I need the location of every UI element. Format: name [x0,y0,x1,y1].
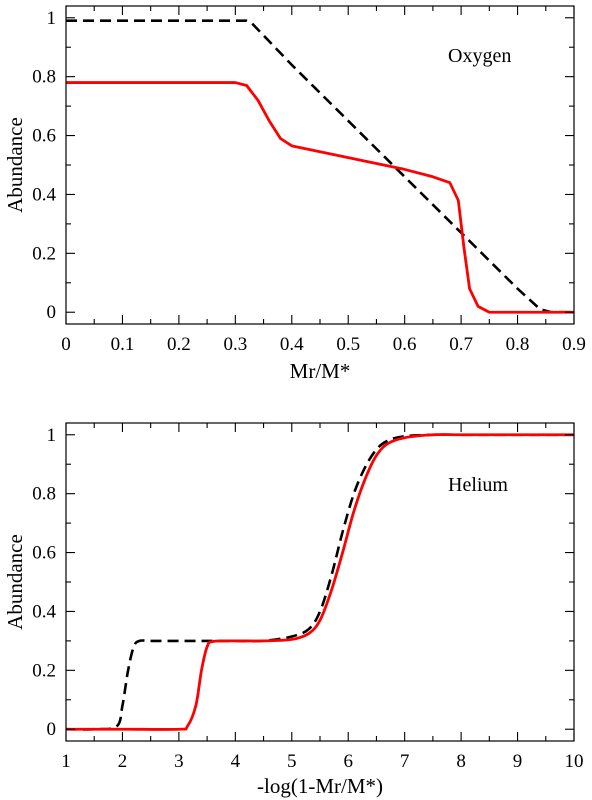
oxygen-y-tick-label: 0 [47,302,57,323]
oxygen-y-tick-label: 1 [47,8,57,29]
helium-y-axis-label: Abundance [3,534,27,630]
oxygen-ticks: 0 0.1 0.2 0.3 0.4 0.5 0.6 0.7 0.8 0.9 0 0.2 0.4 0.6 0.… [32,6,586,355]
oxygen-series-dashed-line [66,19,574,314]
oxygen-annotation: Oxygen [448,45,511,67]
oxygen-y-tick-label: 0.2 [32,243,56,264]
helium-x-tick-label: 5 [287,751,297,772]
helium-x-tick-label: 1 [61,751,71,772]
oxygen-y-axis-label: Abundance [3,117,27,213]
oxygen-x-tick-label: 0.4 [280,334,304,355]
helium-plot-frame [65,422,575,742]
helium-x-tick-label: 6 [343,751,353,772]
helium-y-tick-label: 0.8 [32,484,56,505]
oxygen-plot-area [66,19,574,314]
oxygen-x-tick-label: 0.1 [111,334,135,355]
oxygen-x-tick-label: 0.2 [167,334,191,355]
oxygen-x-tick-label: 0.5 [336,334,360,355]
helium-x-tick-label: 4 [231,751,241,772]
oxygen-y-tick-label: 0.8 [32,67,56,88]
helium-y-tick-label: 0.2 [32,660,56,681]
oxygen-x-tick-label: 0 [61,334,71,355]
helium-x-tick-label: 8 [456,751,466,772]
helium-x-tick-label: 9 [513,751,523,772]
helium-annotation: Helium [448,474,508,496]
helium-x-tick-label: 2 [118,751,128,772]
helium-y-tick-label: 0 [47,719,57,740]
oxygen-x-axis-label: Mr/M* [290,359,351,383]
helium-x-tick-label: 3 [174,751,184,772]
oxygen-y-tick-label: 0.4 [32,184,56,205]
oxygen-x-tick-label: 0.6 [393,334,417,355]
helium-series-dashed-line [65,433,574,731]
helium-y-tick-label: 0.6 [32,543,56,564]
oxygen-y-tick-label: 0.6 [32,126,56,147]
helium-panel: 1 2 3 4 5 6 7 8 9 10 0 0.2 0.4 0.6 0.8 1 Helium -log(1-… [3,422,584,798]
helium-x-tick-label: 10 [565,751,584,772]
oxygen-x-tick-label: 0.9 [562,334,586,355]
oxygen-panel: 0 0.1 0.2 0.3 0.4 0.5 0.6 0.7 0.8 0.9 0 0.2 0.4 0.6 0.… [3,5,586,383]
helium-x-tick-label: 7 [400,751,410,772]
oxygen-x-tick-label: 0.7 [449,334,473,355]
oxygen-x-tick-label: 0.8 [506,334,530,355]
helium-y-tick-label: 1 [47,425,57,446]
helium-ticks: 1 2 3 4 5 6 7 8 9 10 0 0.2 0.4 0.6 0.8 1 [32,423,584,772]
helium-x-axis-label: -log(1-Mr/M*) [257,774,383,798]
helium-plot-area [65,433,574,731]
helium-series-solid-line [65,433,574,731]
oxygen-x-tick-label: 0.3 [223,334,247,355]
oxygen-series-solid-line [66,81,574,314]
helium-y-tick-label: 0.4 [32,601,56,622]
